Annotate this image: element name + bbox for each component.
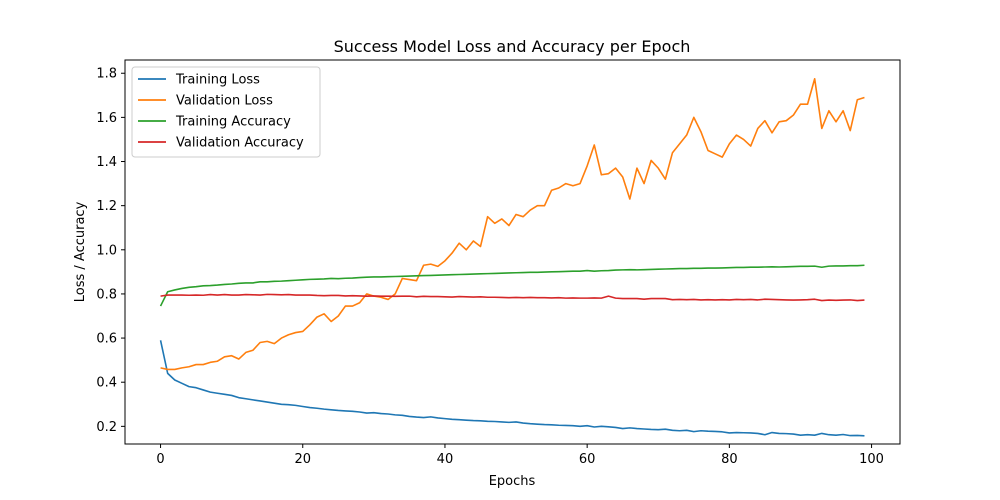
x-tick-label: 20 — [294, 452, 311, 467]
y-tick-label: 0.8 — [96, 287, 117, 302]
plot-frame — [124, 59, 901, 445]
series-line-training-loss — [159, 340, 865, 437]
y-tick-label: 1.0 — [96, 243, 117, 258]
chart-title: Success Model Loss and Accuracy per Epoc… — [334, 37, 691, 56]
x-tick-label: 80 — [721, 452, 738, 467]
y-tick-label: 1.6 — [96, 111, 117, 126]
legend-box — [131, 66, 321, 158]
x-axis-ticks: 0 20 40 60 80 100 — [156, 444, 884, 467]
x-axis-label: Epochs — [489, 474, 536, 489]
series-line-training-accuracy — [159, 264, 865, 307]
y-axis-label: Loss / Accuracy — [73, 201, 88, 302]
x-tick-label: 0 — [156, 452, 164, 467]
legend: Training Loss Validation Loss Training Acc… — [131, 66, 321, 158]
legend-label-validation-accuracy: Validation Accuracy — [176, 136, 304, 151]
series-line-validation-accuracy — [160, 293, 865, 302]
y-tick-label: 1.4 — [96, 155, 117, 170]
x-tick-label: 40 — [437, 452, 454, 467]
y-tick-label: 1.2 — [96, 199, 117, 214]
legend-label-validation-loss: Validation Loss — [176, 94, 273, 109]
y-axis-ticks: 0.2 0.4 0.6 0.8 1.0 1.2 1.4 1.6 1.8 — [96, 67, 125, 435]
series-layer — [159, 77, 865, 437]
x-tick-label: 100 — [859, 452, 884, 467]
x-tick-label: 60 — [579, 452, 596, 467]
legend-label-training-loss: Training Loss — [175, 73, 260, 88]
legend-label-training-accuracy: Training Accuracy — [175, 115, 291, 130]
y-tick-label: 0.2 — [96, 420, 117, 435]
y-tick-label: 0.6 — [96, 332, 117, 347]
y-tick-label: 1.8 — [96, 67, 117, 82]
series-line-validation-loss — [160, 77, 865, 371]
y-tick-label: 0.4 — [96, 376, 117, 391]
